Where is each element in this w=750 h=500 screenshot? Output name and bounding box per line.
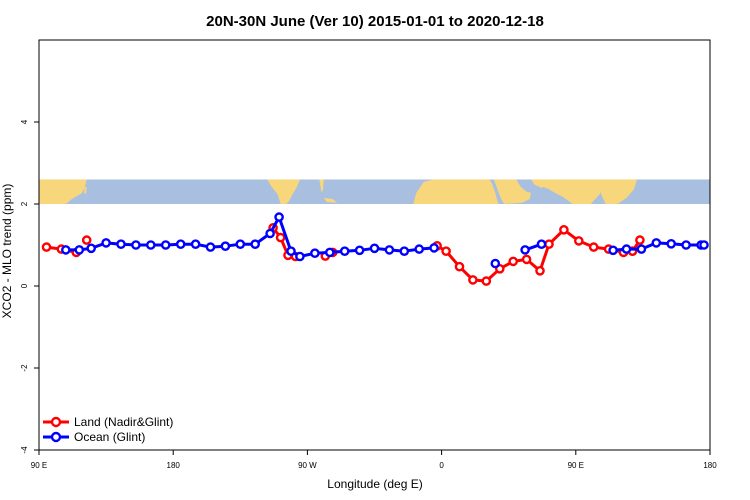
data-point <box>508 256 519 267</box>
data-point <box>608 245 618 256</box>
map-land <box>39 179 637 204</box>
data-point <box>274 212 284 222</box>
plot-frame <box>38 39 711 451</box>
data-point <box>384 245 395 255</box>
data-point <box>490 258 501 269</box>
data-point <box>131 240 141 250</box>
data-point <box>666 238 677 249</box>
data-point <box>175 239 186 249</box>
data-point <box>160 240 171 250</box>
data-point <box>220 241 231 251</box>
data-point <box>116 239 126 249</box>
data-point <box>101 238 111 248</box>
data-point <box>265 228 275 239</box>
data-point <box>468 275 478 285</box>
y-tick-label: 2 <box>20 201 29 206</box>
data-point <box>339 246 350 256</box>
data-point <box>235 239 246 249</box>
chart-title: 20N-30N June (Ver 10) 2015-01-01 to 2020… <box>206 13 544 30</box>
land-india <box>541 179 603 204</box>
land-mexico <box>267 179 300 204</box>
y-tick-label: 0 <box>20 283 29 288</box>
land-taiwan <box>84 186 87 195</box>
y-axis-label: XCO2 - MLO trend (ppm) <box>0 184 14 319</box>
data-point <box>636 244 647 254</box>
data-point <box>41 242 52 252</box>
data-point <box>621 244 632 254</box>
data-point <box>635 235 645 245</box>
legend: Land (Nadir&Glint)Ocean (Glint) <box>43 415 173 444</box>
data-point <box>286 246 296 256</box>
x-tick-label: 0 <box>439 461 444 470</box>
x-tick-label: 90 E <box>31 461 47 470</box>
data-point <box>295 251 305 262</box>
data-point <box>205 242 216 252</box>
y-tick-label: 4 <box>20 119 29 124</box>
data-point <box>441 246 451 256</box>
map-strip <box>39 179 710 204</box>
land-china-east <box>628 179 637 187</box>
data-point <box>535 265 545 276</box>
series-line <box>65 215 435 258</box>
data-point <box>275 232 286 243</box>
data-point <box>354 245 365 256</box>
land-arabia <box>493 179 532 204</box>
data-point <box>429 243 439 253</box>
data-point <box>399 246 410 256</box>
data-point <box>74 245 85 255</box>
data-point <box>681 240 691 250</box>
x-tick-label: 180 <box>167 461 181 470</box>
land-florida <box>319 179 324 193</box>
data-point <box>369 243 380 254</box>
data-point <box>454 261 465 272</box>
data-point <box>588 242 599 252</box>
legend-marker <box>50 431 62 443</box>
series-layer <box>41 212 709 286</box>
x-tick-label: 90 W <box>298 461 317 470</box>
data-point <box>520 245 530 255</box>
data-point <box>651 238 662 248</box>
land-indochina <box>598 179 637 204</box>
x-tick-label: 90 E <box>568 461 584 470</box>
land-cuba <box>323 197 338 203</box>
data-point <box>81 235 92 245</box>
legend-label: Land (Nadir&Glint) <box>74 415 173 429</box>
data-point <box>521 254 532 265</box>
legend-marker <box>50 416 62 428</box>
x-axis: 90 E 180 90 W 0 90 E 180 <box>31 450 717 470</box>
data-point <box>324 247 335 258</box>
data-point <box>544 239 554 249</box>
data-point <box>86 243 96 254</box>
data-point <box>536 239 547 249</box>
x-axis-label: Longitude (deg E) <box>327 477 422 491</box>
x-tick-label: 180 <box>703 461 717 470</box>
data-point <box>699 240 709 250</box>
data-point <box>559 224 569 235</box>
data-point <box>414 244 425 254</box>
data-point <box>61 245 71 255</box>
y-tick-label: -4 <box>20 446 29 454</box>
data-point <box>145 240 156 250</box>
data-point <box>250 239 260 249</box>
data-point <box>481 276 492 286</box>
series-line <box>436 228 633 283</box>
data-point <box>574 236 584 246</box>
legend-label: Ocean (Glint) <box>74 430 145 444</box>
y-tick-label: -2 <box>20 364 29 372</box>
y-axis: -4 -2 0 2 4 <box>20 119 39 454</box>
land-sahara <box>413 179 499 204</box>
series-ocean <box>61 212 709 269</box>
land-china <box>39 179 87 204</box>
data-point <box>190 239 201 249</box>
data-point <box>310 248 320 258</box>
